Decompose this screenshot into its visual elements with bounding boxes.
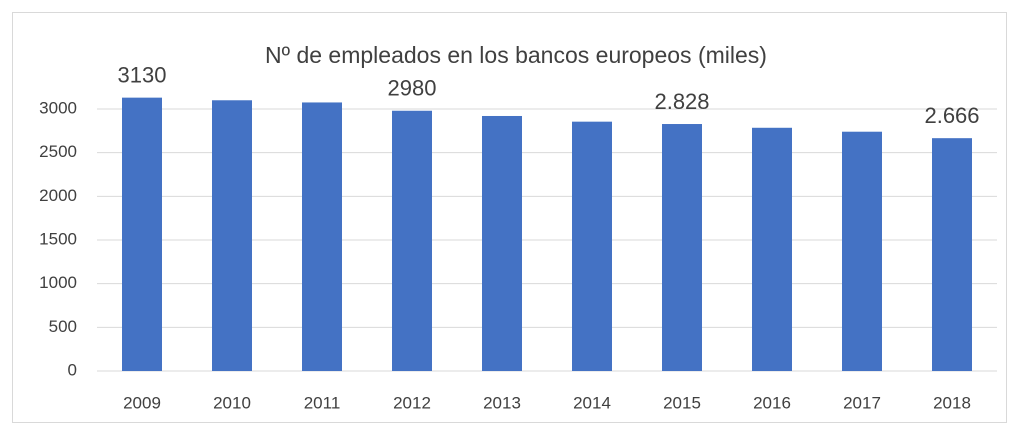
y-tick-label: 2500 (39, 142, 77, 161)
bar (392, 110, 432, 371)
chart-title: Nº de empleados en los bancos europeos (… (265, 42, 767, 68)
y-tick-label: 1500 (39, 229, 77, 248)
data-label: 2980 (388, 76, 437, 101)
x-tick-label: 2011 (304, 393, 341, 412)
y-tick-label: 0 (68, 360, 77, 379)
bar (932, 138, 972, 371)
x-tick-label: 2015 (663, 393, 701, 412)
bar (842, 131, 882, 371)
bar (302, 102, 342, 371)
y-tick-label: 1000 (39, 273, 77, 292)
y-tick-label: 2000 (39, 186, 77, 205)
bar (662, 124, 702, 371)
bar (212, 100, 252, 372)
data-label: 2.666 (924, 103, 979, 128)
bar (572, 121, 612, 371)
x-tick-label: 2018 (933, 393, 971, 412)
x-tick-label: 2009 (123, 393, 161, 412)
x-tick-label: 2016 (753, 393, 791, 412)
x-tick-label: 2013 (483, 393, 521, 412)
x-tick-label: 2014 (573, 393, 611, 412)
bar (122, 97, 162, 371)
x-tick-label: 2010 (213, 393, 251, 412)
bar (752, 127, 792, 371)
data-label: 3130 (118, 62, 167, 87)
y-tick-label: 3000 (39, 98, 77, 117)
x-tick-label: 2012 (393, 393, 431, 412)
bar (482, 115, 522, 371)
data-label: 2.828 (654, 89, 709, 114)
x-tick-label: 2017 (843, 393, 881, 412)
y-tick-label: 500 (49, 317, 77, 336)
